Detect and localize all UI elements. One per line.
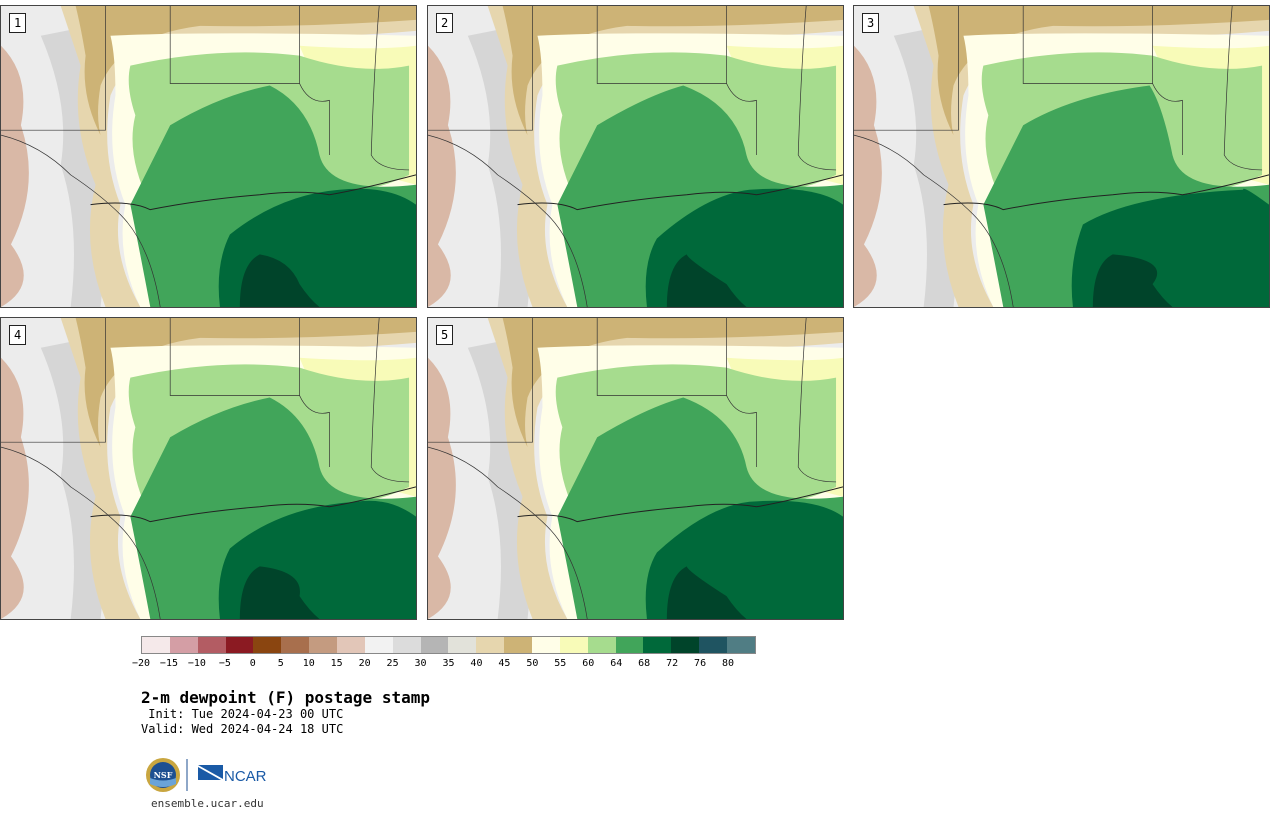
dewpoint-colorbar [141,636,756,654]
colorbar-tick-label: 10 [302,658,315,669]
colorbar-swatch [142,637,170,653]
colorbar-tick-label: 5 [277,658,284,669]
colorbar-tick-label: 72 [666,658,679,669]
ensemble-member-map-2: 2 [427,5,844,308]
colorbar-swatch [671,637,700,653]
dewpoint-field-map [854,6,1269,307]
colorbar-tick-label: 40 [470,658,483,669]
ensemble-member-map-4: 4 [0,317,417,620]
ncar-mark-icon: NCAR [198,765,267,785]
colorbar-swatch [587,637,616,653]
colorbar-swatch [197,637,226,653]
colorbar-tick-label: 64 [610,658,623,669]
colorbar-tick-label: 80 [722,658,735,669]
colorbar-swatch [281,637,310,653]
member-number-label: 3 [862,13,880,33]
colorbar-tick-label: −5 [218,658,231,669]
dewpoint-field-map [1,318,416,619]
ensemble-member-map-3: 3 [853,5,1270,308]
colorbar-tick-label: 20 [358,658,371,669]
colorbar-swatch [225,637,254,653]
colorbar-swatch [364,637,393,653]
colorbar-swatch [253,637,282,653]
svg-text:NCAR: NCAR [224,768,267,785]
colorbar-tick-label: −20 [131,658,151,669]
colorbar-swatch [420,637,449,653]
colorbar-tick-label: 25 [386,658,399,669]
colorbar-swatch [476,637,505,653]
dewpoint-field-map [428,6,843,307]
colorbar-swatch [392,637,421,653]
colorbar-tick-label: 60 [582,658,595,669]
colorbar-swatch [504,637,533,653]
colorbar-swatch [448,637,477,653]
plot-title: 2-m dewpoint (F) postage stamp [141,688,430,707]
colorbar-swatch [699,637,728,653]
website-url: ensemble.ucar.edu [151,797,264,810]
colorbar-tick-label: 15 [330,658,343,669]
colorbar-tick-label: 35 [442,658,455,669]
valid-time: Valid: Wed 2024-04-24 18 UTC [141,722,344,736]
nsf-seal-icon: NSF [146,758,180,792]
colorbar-swatch [559,637,588,653]
colorbar-swatch [169,637,198,653]
colorbar-swatch [532,637,560,653]
colorbar-swatch [337,637,365,653]
dewpoint-field-map [428,318,843,619]
colorbar-swatch [615,637,644,653]
colorbar-tick-label: 68 [638,658,651,669]
colorbar-swatch [309,637,338,653]
ensemble-member-map-1: 1 [0,5,417,308]
colorbar-swatch [727,637,755,653]
member-number-label: 1 [9,13,27,33]
colorbar-tick-label: 76 [694,658,707,669]
colorbar-tick-label: −15 [159,658,178,669]
colorbar-tick-label: −10 [187,658,206,669]
member-number-label: 4 [9,325,27,345]
colorbar-swatch [643,637,672,653]
colorbar-tick-label: 0 [249,658,256,669]
member-number-label: 5 [436,325,454,345]
init-time: Init: Tue 2024-04-23 00 UTC [141,707,344,721]
colorbar-tick-label: 30 [414,658,427,669]
member-number-label: 2 [436,13,454,33]
dewpoint-field-map [1,6,416,307]
ensemble-member-map-5: 5 [427,317,844,620]
colorbar-tick-label: 50 [526,658,539,669]
colorbar-tick-label: 45 [498,658,511,669]
colorbar-tick-label: 55 [554,658,567,669]
svg-text:NSF: NSF [154,770,173,780]
nsf-ncar-logo: NSF NCAR [146,758,267,792]
colorbar-tick-labels: −20 −15 −10 −5 0 5 10 15 20 25 30 35 40 45 50 55 60 64 68 7… [132,658,756,672]
